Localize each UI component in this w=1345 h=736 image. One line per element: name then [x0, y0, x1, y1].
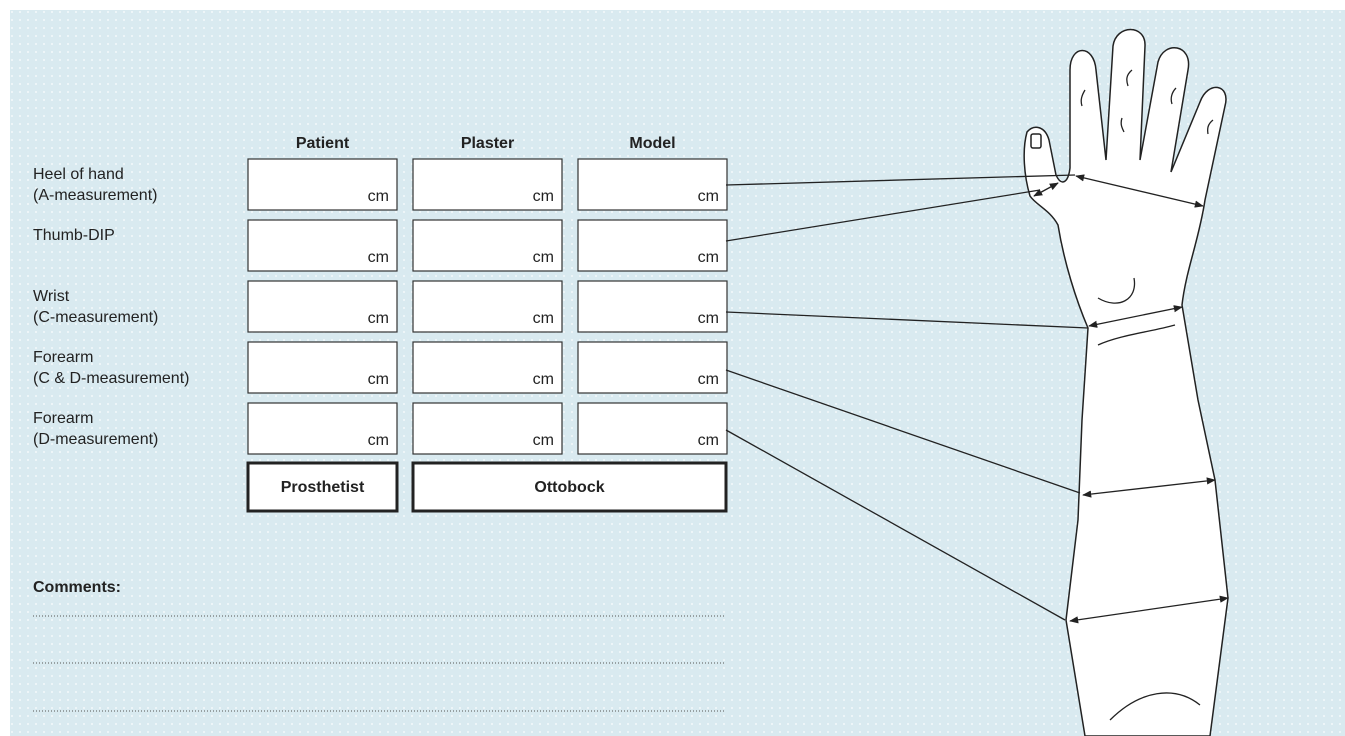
input-cell — [577, 402, 728, 455]
input-cell — [577, 341, 728, 394]
row-label: (C & D-measurement) — [33, 370, 189, 387]
unit-label: cm — [698, 371, 719, 388]
input-cell — [247, 219, 398, 272]
input-cell — [577, 219, 728, 272]
unit-label: cm — [368, 432, 389, 449]
input-cell — [577, 158, 728, 211]
unit-label: cm — [368, 188, 389, 205]
unit-label: cm — [533, 188, 554, 205]
input-cell — [247, 158, 398, 211]
row-label: Heel of hand — [33, 166, 124, 183]
unit-label: cm — [533, 249, 554, 266]
unit-label: cm — [533, 432, 554, 449]
column-header: Plaster — [461, 135, 514, 152]
row-label: (D-measurement) — [33, 431, 158, 448]
footer-label: Ottobock — [534, 479, 604, 496]
footer-box — [246, 461, 399, 513]
measure-lines — [725, 174, 1229, 624]
input-cell — [412, 280, 563, 333]
unit-label: cm — [698, 188, 719, 205]
column-header: Model — [629, 135, 675, 152]
input-cell — [247, 280, 398, 333]
row-label: Wrist — [33, 288, 70, 305]
comments-label: Comments: — [33, 579, 121, 596]
row-label: Forearm — [33, 349, 93, 366]
unit-label: cm — [533, 371, 554, 388]
unit-label: cm — [368, 249, 389, 266]
row-label: Thumb-DIP — [33, 227, 115, 244]
input-cell — [412, 158, 563, 211]
footer-box — [411, 461, 728, 513]
footer-label: Prosthetist — [281, 479, 365, 496]
row-label: (A-measurement) — [33, 187, 157, 204]
unit-label: cm — [368, 371, 389, 388]
unit-label: cm — [698, 310, 719, 327]
unit-label: cm — [698, 432, 719, 449]
input-cell — [412, 402, 563, 455]
unit-label: cm — [698, 249, 719, 266]
measurement-table: Patient Plaster Model Heel of hand (A-measur… — [33, 135, 728, 513]
row-label: Forearm — [33, 410, 93, 427]
unit-label: cm — [533, 310, 554, 327]
input-cell — [412, 219, 563, 272]
row-label: (C-measurement) — [33, 309, 158, 326]
input-cell — [577, 280, 728, 333]
input-cell — [247, 341, 398, 394]
input-cell — [247, 402, 398, 455]
unit-label: cm — [368, 310, 389, 327]
input-cell — [412, 341, 563, 394]
column-header: Patient — [296, 135, 350, 152]
